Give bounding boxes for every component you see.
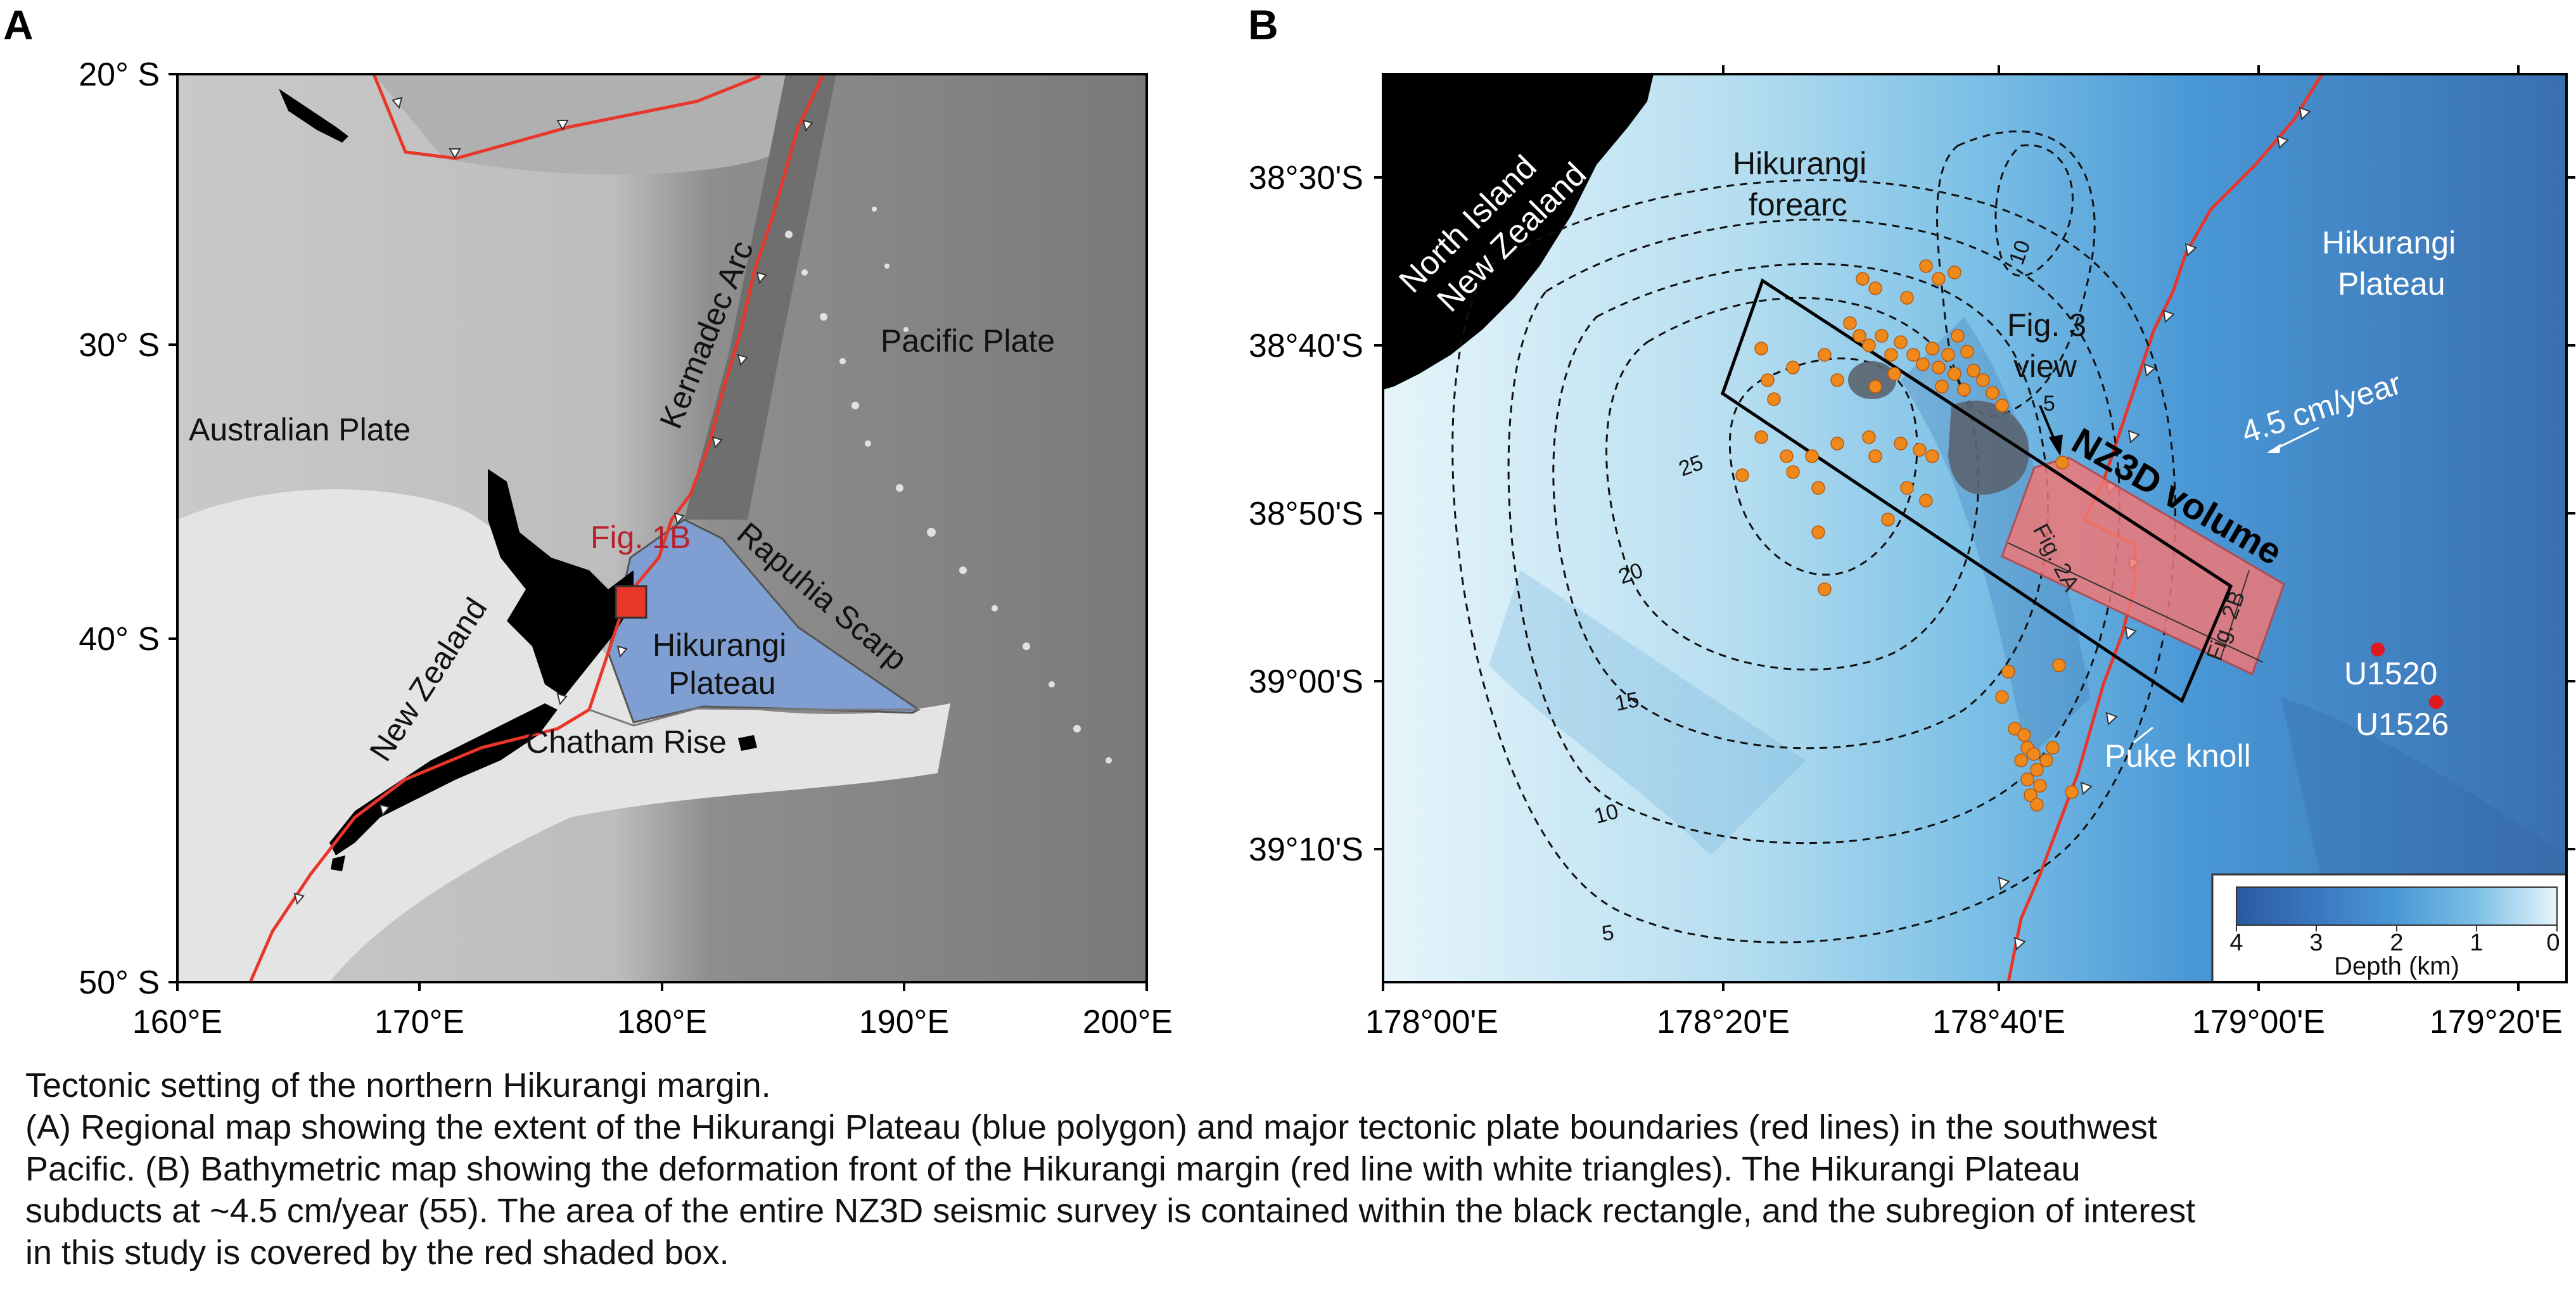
- y-tick-label: 39°10'S: [1249, 831, 1363, 868]
- chatham-islands: [738, 735, 757, 751]
- fig-2b-line: [2220, 570, 2250, 660]
- new-zealand-north-island: [488, 469, 634, 697]
- caption-line: subducts at ~4.5 cm/year (55). The area …: [25, 1192, 2196, 1230]
- u1526-site: [2429, 695, 2443, 709]
- kermadec-trench-zone: [684, 74, 836, 520]
- panel-b-y-tick-labels: 38°30'S 38°40'S 38°50'S 39°00'S 39°10'S: [1249, 160, 1363, 868]
- fig3-view-label-line2: view: [2013, 349, 2077, 384]
- caption-line: in this study is covered by the red shad…: [25, 1234, 729, 1272]
- x-tick-label: 190°E: [859, 1004, 949, 1039]
- chatham-rise-label: Chatham Rise: [526, 724, 727, 760]
- hikurangi-plateau-polygon: [607, 518, 921, 724]
- x-tick-label: 178°00'E: [1365, 1004, 1498, 1039]
- colorbar-tick-label: 2: [2390, 930, 2403, 956]
- colorbar-title: Depth (km): [2334, 952, 2459, 980]
- panel-a-x-tick-labels: 160°E 170°E 180°E 190°E 200°E: [132, 1004, 1173, 1039]
- plateau-label-line1: Hikurangi: [2322, 225, 2456, 260]
- y-tick-label: 30° S: [79, 327, 160, 364]
- panel-b-ticks: [1374, 65, 2575, 991]
- pacific-plate-label: Pacific Plate: [881, 323, 1055, 359]
- north-island-land: [1383, 74, 1654, 390]
- stewart-island: [331, 855, 345, 871]
- colorbar-tick-label: 0: [2546, 930, 2560, 956]
- fig3-view-label-line1: Fig. 3: [2007, 307, 2086, 343]
- y-tick-label: 39°00'S: [1249, 663, 1363, 700]
- new-caledonia: [279, 89, 348, 143]
- contour-label: 15: [1613, 688, 1642, 716]
- x-tick-label: 179°00'E: [2192, 1004, 2325, 1039]
- forearc-label-line2: forearc: [1749, 187, 1847, 222]
- shelf-region: [177, 489, 950, 982]
- caption-line: Pacific. (B) Bathymetric map showing the…: [25, 1150, 2081, 1188]
- figure: A: [3, 1, 2575, 1039]
- colorbar-tick-label: 3: [2309, 930, 2323, 956]
- fig-1b-label: Fig. 1B: [590, 520, 691, 555]
- panel-b-frame: [1382, 73, 2568, 983]
- alpine-plate-boundary: [248, 708, 590, 982]
- plate-motion-arrowhead: [2267, 444, 2281, 453]
- forearc-label-line1: Hikurangi: [1733, 146, 1866, 181]
- x-tick-label: 180°E: [617, 1004, 707, 1039]
- caption-line: Tectonic setting of the northern Hikuran…: [25, 1066, 771, 1104]
- y-tick-label: 38°50'S: [1249, 496, 1363, 532]
- panel-b-map: 10 5 25 20 15 10 5: [1383, 74, 2566, 982]
- u1520-site: [2371, 643, 2385, 656]
- panel-a-label: A: [3, 1, 34, 48]
- panel-b-x-tick-labels: 178°00'E 178°20'E 178°40'E 179°00'E 179°…: [1365, 1004, 2563, 1039]
- plateau-label-line2: Plateau: [2338, 266, 2445, 302]
- colorbar-ramp: [2236, 886, 2558, 926]
- x-tick-label: 160°E: [132, 1004, 222, 1039]
- u1526-label: U1526: [2356, 707, 2449, 742]
- australian-plate-label: Australian Plate: [189, 412, 411, 447]
- panel-a-y-tick-labels: 20° S 30° S 40° S 50° S: [79, 56, 160, 1001]
- u1520-label: U1520: [2344, 656, 2437, 691]
- caption-line: (A) Regional map showing the extent of t…: [25, 1108, 2157, 1146]
- puke-knoll-leader: [2133, 726, 2153, 744]
- y-tick-label: 38°30'S: [1249, 160, 1363, 196]
- y-tick-label: 50° S: [79, 964, 160, 1001]
- x-tick-label: 178°40'E: [1932, 1004, 2065, 1039]
- y-tick-label: 40° S: [79, 621, 160, 658]
- subduction-triangles-a: [293, 96, 813, 905]
- contour-label: 5: [2043, 392, 2055, 416]
- figure-caption: Tectonic setting of the northern Hikuran…: [25, 1065, 2547, 1274]
- slow-slip-patch: [1848, 361, 1896, 399]
- hikurangi-plateau-label-line2: Plateau: [668, 665, 776, 701]
- fig-1b-box: [615, 585, 647, 619]
- panel-b-label: B: [1248, 1, 1278, 48]
- slow-slip-patch: [1948, 400, 2029, 495]
- seismicity: [1735, 259, 2079, 812]
- colorbar-tick-label: 4: [2229, 930, 2243, 956]
- puke-knoll-label: Puke knoll: [2105, 738, 2251, 774]
- northern-plate-boundary: [372, 74, 761, 160]
- panel-a-map: [177, 74, 1147, 982]
- colorbar-tick-label: 1: [2470, 930, 2483, 956]
- depth-colorbar-legend: [2211, 873, 2566, 982]
- fig-2a-line: [2008, 542, 2264, 663]
- x-tick-label: 178°20'E: [1657, 1004, 1790, 1039]
- fig3-view-arrowhead: [2049, 435, 2063, 456]
- y-tick-label: 38°40'S: [1249, 328, 1363, 364]
- x-tick-label: 179°20'E: [2430, 1004, 2563, 1039]
- colorbar-tick-labels: 4 3 2 1 0: [2229, 930, 2560, 956]
- hikurangi-plateau-label-line1: Hikurangi: [653, 627, 786, 663]
- colorbar-ticks: [2236, 925, 2558, 931]
- y-tick-label: 20° S: [79, 56, 160, 93]
- x-tick-label: 170°E: [374, 1004, 464, 1039]
- nz3d-survey-rectangle: [1720, 278, 2233, 703]
- seamount-chain: [785, 207, 1112, 764]
- chatham-boundary: [589, 707, 919, 727]
- panel-a-ticks: [169, 73, 1148, 991]
- x-tick-label: 200°E: [1083, 1004, 1173, 1039]
